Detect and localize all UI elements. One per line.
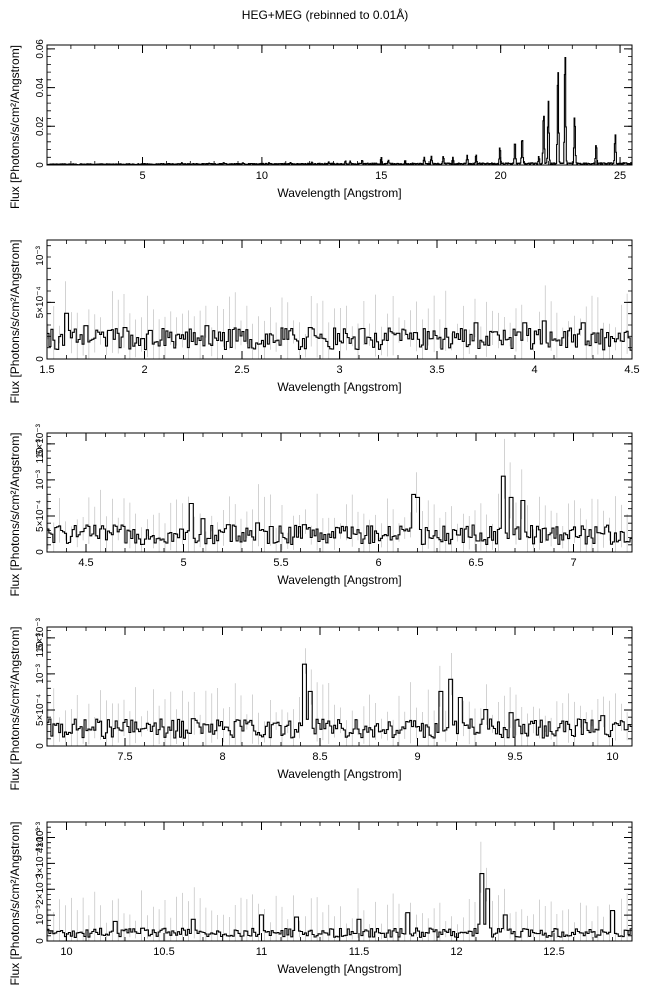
x-tick-label: 25 [614,170,626,182]
x-axis-title: Wavelength [Angstrom] [277,186,401,200]
x-tick-label: 2 [141,364,147,376]
panel-4: 7.5 8 8.5 9 9.5 1005×10⁻⁴10⁻³1.5×10⁻³10⁻³Wave… [8,617,633,791]
y-scale-label: 10⁻³ [35,438,46,458]
x-tick-label: 12 [450,946,462,958]
x-tick-label: 7.5 [117,751,132,763]
x-tick-label: 8.5 [312,751,327,763]
y-tick-label: 0 [35,549,46,555]
y-tick-label: 1.5×10⁻³ [35,617,46,657]
y-tick-label: 0 [35,356,46,362]
spectrum-series-1 [47,56,632,166]
x-tick-label: 11 [256,946,267,958]
minor-ticks-3 [46,433,633,553]
y-tick-label: 5×10⁻⁴ [35,500,46,532]
y-tick-label: 4×10⁻³ [35,821,46,853]
y-tick-label: 10⁻³ [35,663,46,683]
x-tick-label: 3 [336,364,342,376]
y-axis-title: Flux [Photons/s/cm²/Angstrom] [8,239,22,403]
spectrum-series-5 [47,873,632,938]
y-tick-label: 0.06 [35,39,46,59]
error-bars-5 [47,841,628,941]
y-tick-label: 0 [35,743,46,749]
panel-1: 5 10 15 20 25 0 0.02 0.04 0.06 Wavelength [Angstr… [8,39,633,209]
x-tick-label: 5 [139,170,145,182]
x-tick-label: 6.5 [468,557,483,569]
y-tick-label: 0 [35,162,46,168]
y-tick-label: 10⁻³ [35,469,46,489]
minor-ticks-5 [46,821,633,942]
x-axis-title: Wavelength [Angstrom] [277,573,401,587]
minor-ticks-4 [46,627,633,747]
x-tick-label: 10.5 [153,946,174,958]
panel-2: 1.5 2 2.5 3 3.5 4 4.5 0 5×10⁻⁴ 10⁻³ Wavelength [An… [8,239,640,403]
x-tick-label: 5 [180,557,186,569]
panel-3: 4.5 5 5.5 6 6.5 705×10⁻⁴10⁻³1.5×10⁻³10⁻³Wavel… [8,423,633,597]
x-tick-label: 12.5 [543,946,564,958]
y-tick-label: 5×10⁻⁴ [35,286,46,318]
x-tick-label: 1.5 [39,364,54,376]
x-tick-label: 5.5 [273,557,288,569]
spectrum-series-3 [47,475,632,545]
y-tick-label: 3×10⁻³ [35,847,46,879]
error-bars-3 [47,438,628,552]
y-axis-title: Flux [Photons/s/cm²/Angstrom] [8,821,22,985]
x-tick-label: 15 [375,170,387,182]
x-tick-label: 2.5 [234,364,249,376]
x-tick-label: 11.5 [349,946,370,958]
y-axis-title: Flux [Photons/s/cm²/Angstrom] [8,432,22,596]
x-tick-label: 6 [375,557,381,569]
x-tick-label: 10 [606,751,618,763]
x-tick-label: 3.5 [429,364,444,376]
y-tick-label: 10⁻³ [35,905,46,925]
error-bars-2 [47,281,628,359]
y-tick-label: 1.5×10⁻³ [35,423,46,463]
x-axis-title: Wavelength [Angstrom] [277,380,401,394]
spectrum-series-4 [47,663,632,739]
panel-5: 10 10.5 11 11.5 12 12.5010⁻³2×10⁻³3×10⁻³4×10⁻… [8,821,633,986]
x-axis-title: Wavelength [Angstrom] [277,767,401,781]
y-tick-label: 0.02 [35,116,46,136]
x-tick-label: 8 [219,751,225,763]
y-tick-label: 5×10⁻⁴ [35,694,46,726]
x-tick-label: 9.5 [507,751,522,763]
x-axis-title: Wavelength [Angstrom] [277,962,401,976]
y-tick-label: 0.04 [35,77,46,97]
y-scale-label: 10⁻³ [35,827,46,847]
x-tick-label: 20 [495,170,507,182]
plot-frame-1 [46,44,633,166]
x-tick-label: 10 [60,946,72,958]
y-scale-label: 10⁻³ [35,245,46,265]
y-axis-title: Flux [Photons/s/cm²/Angstrom] [8,45,22,209]
plot-frame-5 [46,821,633,942]
figure-title: HEG+MEG (rebinned to 0.01Å) [241,8,409,22]
x-tick-label: 7 [570,557,576,569]
x-tick-label: 9 [414,751,420,763]
y-scale-label: 10⁻³ [35,632,46,652]
x-tick-label: 10 [256,170,268,182]
y-tick-label: 0 [35,938,46,944]
spectrum-series-2 [47,312,632,351]
x-tick-label: 4.5 [78,557,93,569]
x-tick-label: 4 [531,364,537,376]
y-tick-label: 2×10⁻³ [35,873,46,905]
y-axis-title: Flux [Photons/s/cm²/Angstrom] [8,626,22,790]
x-tick-label: 4.5 [624,364,639,376]
